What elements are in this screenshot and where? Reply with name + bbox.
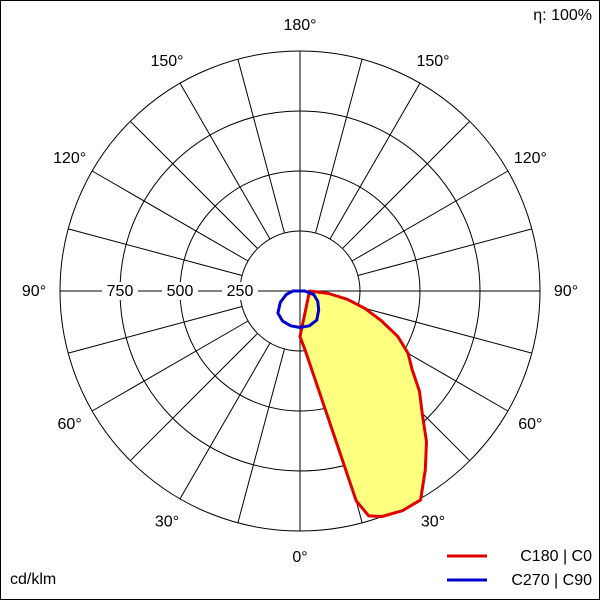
angle-label: 60° [518,416,542,433]
spoke [342,120,471,249]
legend-label: C180 | C0 [520,548,592,565]
spoke [91,170,249,262]
spoke [68,228,243,276]
label-background [279,548,321,566]
spoke [351,170,509,262]
angle-label: 180° [283,17,316,34]
label-background [162,282,198,300]
label-background [222,282,258,300]
label-background [48,149,91,167]
spoke [315,59,363,234]
label-background [13,282,55,300]
label-background [146,51,188,70]
angle-label: 90° [22,283,46,300]
label-background [146,512,188,531]
spoke [357,228,532,276]
angle-label: 60° [58,416,82,433]
label-background [102,282,138,300]
efficiency-label: η: 100% [533,7,592,24]
angle-label: 30° [155,514,179,531]
angle-label: 120° [53,150,86,167]
labels: 250 500 750 0° 30° 30° 60° 60° 90° 90° 120° 120° 150… [13,16,587,566]
label-background [279,16,321,34]
spoke [68,306,243,354]
spoke [129,333,258,462]
angle-label: 120° [514,150,547,167]
angle-label: 150° [150,53,183,70]
angle-label: 30° [421,514,445,531]
unit-label: cd/klm [10,571,56,588]
spoke [237,348,285,523]
spoke [329,82,421,240]
r-tick-label: 250 [227,283,254,300]
angle-label: 90° [554,283,578,300]
intensity-curve [298,289,428,518]
legend-label: C270 | C90 [511,572,592,589]
curves [276,289,428,518]
spoke [129,120,258,249]
intensity-curve [276,289,321,329]
spoke [357,306,532,354]
angle-label: 0° [292,549,307,566]
label-background [545,282,587,300]
legend: C180 | C0 C270 | C90 [447,548,592,589]
label-background [509,415,552,433]
label-background [412,512,454,531]
angle-label: 150° [416,53,449,70]
r-tick-label: 750 [107,283,134,300]
spoke [237,59,285,234]
label-background [48,415,91,433]
r-tick-label: 500 [167,283,194,300]
label-background [509,149,552,167]
spoke [179,342,271,500]
label-background [412,51,454,70]
spoke [179,82,271,240]
spoke [91,320,249,412]
